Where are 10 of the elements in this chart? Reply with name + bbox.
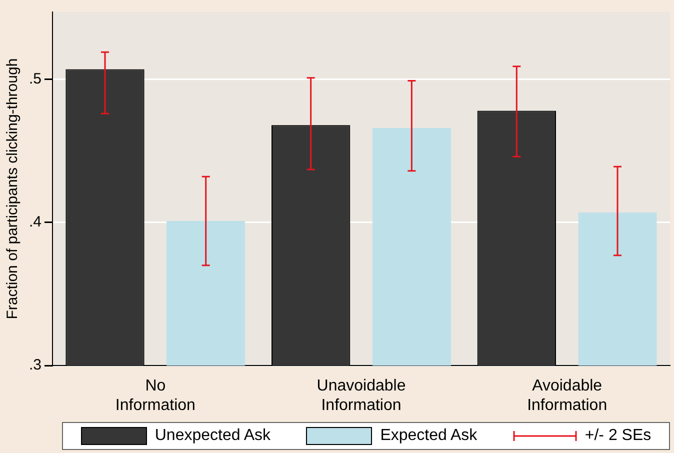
legend-label: Expected Ask — [380, 427, 478, 445]
x-tick-label: No Information — [115, 378, 196, 414]
y-axis-title: Fraction of participants clicking-through — [4, 58, 22, 320]
x-tick-label: Unavoidable Information — [316, 378, 406, 414]
y-tick-label: .3 — [28, 356, 42, 374]
text: +/- 2 SEs — [584, 427, 652, 445]
y-tick-label: .4 — [28, 214, 42, 231]
y-tick-label: .5 — [28, 70, 42, 88]
legend-label: Unexpected Ask — [154, 427, 270, 445]
x-tick-label: Avoidable Information — [527, 378, 608, 414]
